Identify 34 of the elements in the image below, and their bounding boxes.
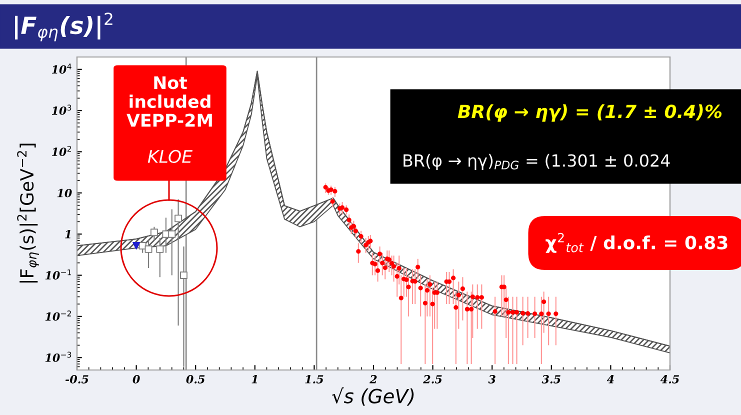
point <box>144 245 152 253</box>
x-tick-label: 4.5 <box>660 375 680 384</box>
annotation: KLOE <box>148 150 193 164</box>
y-axis-title: |F$_{φη}$(s)|$^{2}$[GeV$^{−2}$] <box>17 144 39 283</box>
annotation: χ$^{2}$$_{tot}$ / d.o.f. = 0.83 <box>546 232 728 253</box>
annotation: BR(φ → ηγ)$_{PDG}$ = (1.301 ± 0.024 <box>404 154 670 170</box>
y-tick-label: 10$^{4}$ <box>52 64 72 74</box>
point <box>180 272 188 279</box>
x-tick-label: 3 <box>488 375 496 384</box>
y-tick-label: 1 <box>65 230 70 238</box>
point <box>174 214 182 222</box>
x-tick-label: 4 <box>606 375 614 384</box>
point <box>168 230 176 238</box>
x-tick-label: 1 <box>252 375 257 384</box>
y-tick-label: 10$^{−2}$ <box>45 310 71 321</box>
x-tick-label: 0.5 <box>186 375 205 384</box>
y-tick-label: 10$^{2}$ <box>52 146 71 156</box>
y-tick-label: 10$^{3}$ <box>52 104 72 115</box>
x-axis-title: √s (GeV) <box>332 387 414 406</box>
y-tick-label: 10$^{−3}$ <box>45 352 72 362</box>
x-tick-label: 2 <box>370 375 377 384</box>
point <box>132 242 140 250</box>
annotation: BR(φ → ηγ) = (1.7 ± 0.4)% <box>458 104 722 122</box>
annotation: Not included VEPP-2M <box>126 76 212 127</box>
point <box>150 228 158 236</box>
x-tick-label: 1.5 <box>305 375 324 384</box>
x-tick-label: 0 <box>132 375 140 384</box>
x-tick-label: -0.5 <box>65 375 88 384</box>
y-tick-label: 10$^{−1}$ <box>45 269 72 280</box>
x-tick-label: 3.5 <box>542 375 560 384</box>
chart-title: |F$_{φη}$(s)|$^{2}$ <box>15 12 112 42</box>
y-tick-label: 10 <box>57 188 72 198</box>
x-tick-label: 2.5 <box>423 375 442 384</box>
point <box>156 245 164 253</box>
